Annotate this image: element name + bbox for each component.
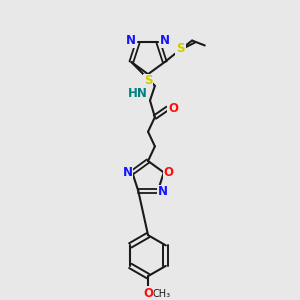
Text: HN: HN [128, 87, 147, 100]
Text: S: S [176, 42, 184, 55]
Text: O: O [164, 166, 174, 179]
Text: S: S [144, 74, 152, 88]
Text: N: N [126, 34, 136, 47]
Text: O: O [168, 102, 178, 115]
Text: O: O [143, 287, 153, 300]
Text: N: N [122, 166, 132, 179]
Text: CH₃: CH₃ [153, 289, 171, 299]
Text: N: N [160, 34, 170, 47]
Text: N: N [158, 185, 168, 199]
